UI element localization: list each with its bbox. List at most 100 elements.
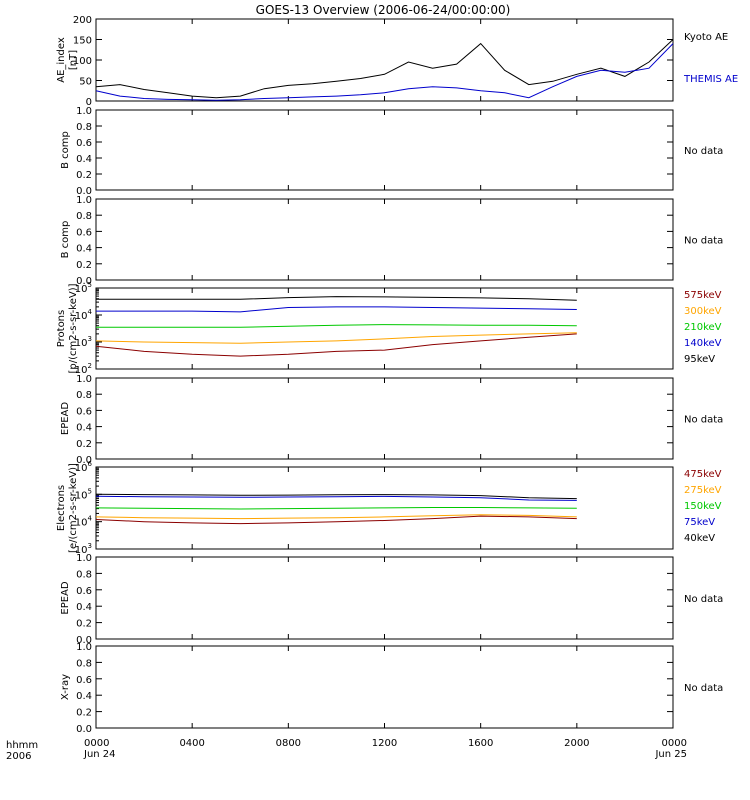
y-tick-label: 105 — [75, 487, 92, 501]
legend-entry: 475keV — [684, 469, 722, 480]
y-tick-label: 0.4 — [76, 602, 92, 613]
panel-2: 0.0 0.2 0.4 0.6 0.8 1.0 B comp No data — [60, 106, 723, 197]
y-tick-label: 0.2 — [76, 439, 92, 450]
y-tick-label: 0.6 — [76, 586, 92, 597]
y-tick-label: 0.2 — [76, 170, 92, 181]
panel-frame — [95, 287, 674, 370]
panel-8: 0.0 0.2 0.4 0.6 0.8 1.0 X-ray No data — [60, 642, 723, 735]
x-tick-label: 1600 — [468, 738, 493, 749]
panel-5: 0.0 0.2 0.4 0.6 0.8 1.0 EPEAD No data — [60, 374, 723, 466]
y-tick-label: 0.8 — [76, 569, 92, 580]
y-axis-label: Protons — [56, 310, 67, 347]
panel-frame — [95, 645, 674, 729]
y-axis-unit: [e/(cm2-s-sr-keV)] — [68, 463, 79, 553]
panel-frame — [95, 198, 674, 281]
y-tick-label: 104 — [75, 308, 93, 322]
legend-entry: 75keV — [684, 517, 715, 528]
y-tick-label: 0.8 — [76, 211, 92, 222]
no-data-label: No data — [684, 683, 723, 694]
y-axis-label: X-ray — [60, 674, 71, 700]
y-axis-label: Electrons — [56, 485, 67, 531]
y-tick-label: 1.0 — [76, 195, 92, 206]
y-axis-unit: [nT] — [68, 50, 79, 70]
y-tick-label: 0.0 — [76, 186, 92, 197]
series-line-300kev — [95, 332, 577, 344]
y-tick-label: 0.8 — [76, 658, 92, 669]
series-line-140kev — [96, 306, 577, 313]
x-tick-label: 0000 — [662, 738, 687, 749]
x-tick-label: 2000 — [564, 738, 589, 749]
y-tick-label: 100 — [73, 56, 92, 67]
y-tick-label: 102 — [75, 362, 92, 376]
y-tick-label: 0 — [86, 97, 92, 108]
x-tick-label: 0400 — [179, 738, 204, 749]
legend-entry: 210keV — [684, 322, 722, 333]
legend-entry: 575keV — [684, 290, 722, 301]
series-line-kyoto-ae — [95, 39, 674, 99]
y-tick-label: 105 — [75, 281, 92, 295]
y-tick-label: 1.0 — [76, 106, 92, 117]
panel-frame — [95, 556, 674, 640]
series-line-150kev — [95, 507, 577, 510]
panel-frame — [95, 377, 674, 460]
y-tick-label: 0.8 — [76, 122, 92, 133]
y-tick-label: 0.0 — [76, 276, 92, 287]
y-tick-label: 0.4 — [76, 423, 92, 434]
series-line-275kev — [95, 514, 577, 520]
x-axis-label-year: 2006 — [6, 751, 31, 762]
panel-7: 0.0 0.2 0.4 0.6 0.8 1.0 EPEAD No data — [60, 553, 723, 646]
legend-entry: 300keV — [684, 306, 722, 317]
series-line-75kev — [95, 495, 577, 501]
series-line-475kev — [95, 515, 577, 525]
legend-entry: 150keV — [684, 501, 722, 512]
series-line-210kev — [96, 324, 577, 328]
y-tick-label: 0.4 — [76, 244, 92, 255]
y-tick-label: 0.2 — [76, 260, 92, 271]
y-tick-label: 0.2 — [76, 708, 92, 719]
y-tick-label: 1.0 — [76, 553, 92, 564]
y-tick-label: 0.6 — [76, 406, 92, 417]
panel-frame — [95, 109, 674, 191]
y-tick-label: 0.8 — [76, 390, 92, 401]
no-data-label: No data — [684, 236, 723, 247]
y-axis-label: B comp — [60, 221, 71, 259]
y-tick-label: 0.4 — [76, 691, 92, 702]
panels-group: 0 50 100 150 200 AE_index [nT] Kyoto AE THEMIS A… — [56, 15, 738, 735]
panel-frame — [95, 18, 674, 102]
y-tick-label: 150 — [73, 36, 92, 47]
y-tick-label: 0.2 — [76, 619, 92, 630]
y-tick-label: 0.0 — [76, 635, 92, 646]
series-line-575kev — [95, 333, 577, 357]
y-tick-label: 106 — [75, 460, 93, 474]
series-line-40kev — [95, 493, 577, 500]
figure-title: GOES-13 Overview (2006-06-24/00:00:00) — [256, 3, 511, 17]
panel-6: 103 104 105 106 Electrons [e/(cm2-s-sr-keV)] 4… — [56, 460, 722, 556]
y-tick-label: 103 — [75, 335, 92, 349]
y-tick-label: 0.0 — [76, 724, 92, 735]
legend-entry: Kyoto AE — [684, 32, 728, 43]
y-tick-label: 0.6 — [76, 227, 92, 238]
legend-entry: 140keV — [684, 338, 722, 349]
y-tick-label: 0.6 — [76, 675, 92, 686]
series-line-themis-ae — [95, 43, 674, 101]
y-tick-label: 0.6 — [76, 138, 92, 149]
y-tick-label: 103 — [75, 542, 92, 556]
y-axis-label: EPEAD — [60, 402, 71, 436]
legend-entry: 40keV — [684, 533, 715, 544]
x-tick-label: 1200 — [372, 738, 397, 749]
legend-entry: THEMIS AE — [683, 74, 738, 85]
panel-4: 102 103 104 105 Protons [p/(cm2-s-sr-keV)] 575… — [56, 281, 722, 376]
no-data-label: No data — [684, 415, 723, 426]
y-axis-unit: [p/(cm2-s-sr-keV)] — [68, 283, 79, 373]
y-axis-label: EPEAD — [60, 581, 71, 615]
y-tick-label: 104 — [75, 515, 93, 529]
x-tick-label: 0000 — [84, 738, 109, 749]
y-tick-label: 1.0 — [76, 642, 92, 653]
y-tick-label: 50 — [79, 77, 92, 88]
legend-entry: 275keV — [684, 485, 722, 496]
y-tick-label: 0.0 — [76, 455, 92, 466]
y-tick-label: 200 — [73, 15, 92, 26]
x-tick-date: Jun 24 — [83, 749, 116, 760]
